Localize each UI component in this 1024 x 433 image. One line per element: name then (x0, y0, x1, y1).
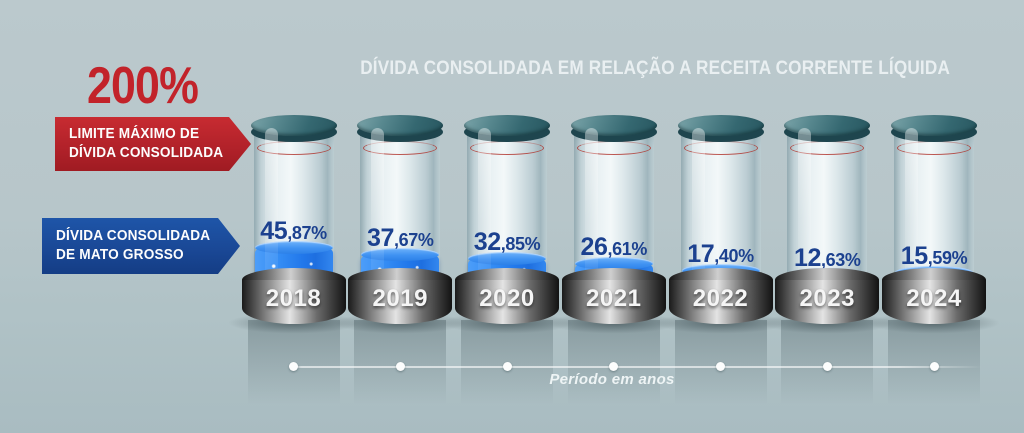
reflection-band (247, 320, 340, 433)
value-fraction: ,40% (714, 246, 754, 266)
cylinder-2024: 15,59% 2024 (866, 110, 1002, 335)
base-year-label: 2023 (799, 285, 855, 312)
cap-icon (570, 115, 657, 136)
base-body (455, 280, 559, 324)
value-main: 45 (260, 217, 288, 245)
reflection-band (567, 320, 660, 433)
base-year-label: 2020 (479, 285, 535, 312)
value-label: 26,61% (556, 234, 672, 262)
value-main: 12 (794, 244, 822, 272)
reflection-band (354, 320, 447, 433)
cap-icon (677, 115, 764, 136)
value-fraction: ,85% (500, 234, 541, 254)
value-label: 17,40% (663, 241, 779, 269)
glass-highlight (584, 128, 598, 280)
glass-highlight (478, 128, 491, 280)
cylinder-2018: 45,87% 2018 (225, 110, 362, 335)
base-year-label: 2024 (906, 285, 962, 312)
value-fraction: ,63% (821, 250, 861, 270)
page-title-text: DÍVIDA CONSOLIDADA EM RELAÇÃO A RECEITA … (360, 57, 951, 79)
glass-highlight (264, 128, 278, 280)
x-axis-label: Período em anos (549, 371, 675, 388)
cap-icon (250, 115, 337, 136)
value-fraction: ,59% (927, 248, 968, 268)
value-label: 37,67% (342, 225, 458, 253)
glass-highlight (905, 128, 918, 280)
base-year-label: 2021 (586, 285, 642, 312)
timeline-dot (289, 362, 298, 371)
timeline-dot (502, 362, 512, 371)
value-label: 32,85% (449, 229, 565, 257)
value-label: 12,63% (769, 245, 885, 273)
glass-highlight (798, 128, 812, 280)
liquid-surface (574, 257, 653, 270)
glass-highlight (691, 128, 705, 280)
value-fraction: ,87% (287, 223, 327, 243)
cap-icon (357, 115, 444, 136)
base-body (561, 280, 666, 324)
cap-icon (784, 115, 871, 136)
base-body (241, 280, 346, 324)
value-main: 26 (580, 233, 608, 261)
cylinder-2023: 12,63% 2023 (759, 110, 896, 335)
timeline-dot (609, 362, 619, 371)
limit-ribbon-line2: DÍVIDA CONSOLIDADA (69, 145, 224, 161)
timeline-dot (929, 362, 939, 371)
cap-icon (891, 115, 977, 136)
glass-highlight (371, 128, 385, 280)
reflection-band (674, 320, 767, 433)
value-label: 45,87% (236, 218, 352, 246)
value-main: 32 (473, 228, 501, 256)
base-body (882, 280, 986, 324)
base-body (668, 280, 773, 324)
value-main: 37 (367, 224, 395, 252)
limit-max-value: 200% (60, 60, 224, 112)
value-main: 15 (900, 242, 928, 270)
cylinder-2020: 32,85% 2020 (439, 110, 575, 335)
timeline-dot (716, 362, 725, 371)
page-title: DÍVIDA CONSOLIDADA EM RELAÇÃO A RECEITA … (320, 57, 950, 80)
timeline-dot (395, 362, 405, 371)
liquid-surface (468, 252, 546, 265)
value-fraction: ,61% (607, 239, 648, 259)
series-ribbon-line2: DE MATO GROSSO (56, 247, 184, 263)
limit-ribbon-line1: LIMITE MÁXIMO DE (69, 126, 200, 142)
reflection-band (461, 320, 553, 433)
liquid-surface (361, 248, 440, 261)
cylinder-2021: 26,61% 2021 (545, 110, 682, 335)
series-ribbon-line1: DÍVIDA CONSOLIDADA (56, 228, 211, 244)
timeline-line (288, 366, 982, 368)
base-year-label: 2022 (692, 285, 749, 312)
value-label: 15,59% (876, 243, 992, 271)
timeline-dot (822, 362, 832, 371)
liquid-surface (254, 241, 333, 254)
base-body (348, 280, 453, 324)
cylinder-2019: 37,67% 2019 (332, 110, 469, 335)
cap-icon (464, 115, 550, 136)
base-body (775, 280, 880, 324)
reflection-band (888, 320, 980, 433)
reflection-band (781, 320, 874, 433)
base-year-label: 2019 (372, 285, 428, 312)
series-ribbon: DÍVIDA CONSOLIDADA DE MATO GROSSO (42, 218, 240, 274)
base-year-label: 2018 (265, 285, 322, 312)
value-main: 17 (687, 240, 715, 268)
value-fraction: ,67% (394, 230, 434, 250)
limit-max-value-text: 200% (86, 57, 199, 115)
limit-ribbon: LIMITE MÁXIMO DE DÍVIDA CONSOLIDADA (55, 117, 251, 171)
cylinder-2022: 17,40% 2022 (652, 110, 789, 335)
